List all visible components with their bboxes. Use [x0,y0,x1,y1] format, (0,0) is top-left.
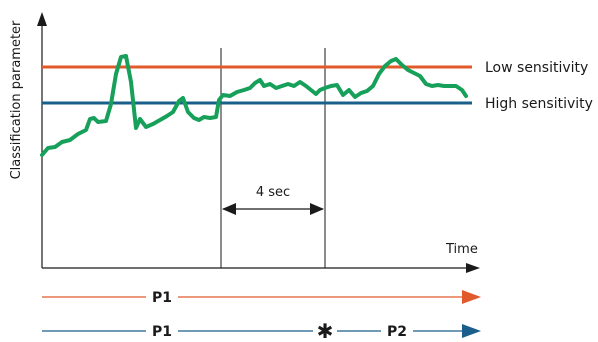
high-sensitivity-label: High sensitivity [485,96,593,112]
classification-signal-curve [40,54,468,157]
low-sensitivity-label: Low sensitivity [485,60,588,76]
program-line-2-end-label: P2 [387,324,407,340]
program-line-1-start-label: P1 [152,290,172,306]
program-line-2-arrowhead [462,324,481,338]
y-axis-label: Classification parameter [9,20,24,179]
program-line-1-arrowhead [462,290,481,304]
interval-arrowhead-left [222,203,236,215]
y-axis-arrowhead [37,12,47,26]
interval-arrowhead-right [310,203,324,215]
program-line-2-start-label: P1 [152,324,172,340]
x-axis-label: Time [445,242,478,257]
program-switch-marker: ✱ [317,319,334,342]
x-axis-arrowhead [466,263,480,273]
interval-label: 4 sec [256,185,290,200]
